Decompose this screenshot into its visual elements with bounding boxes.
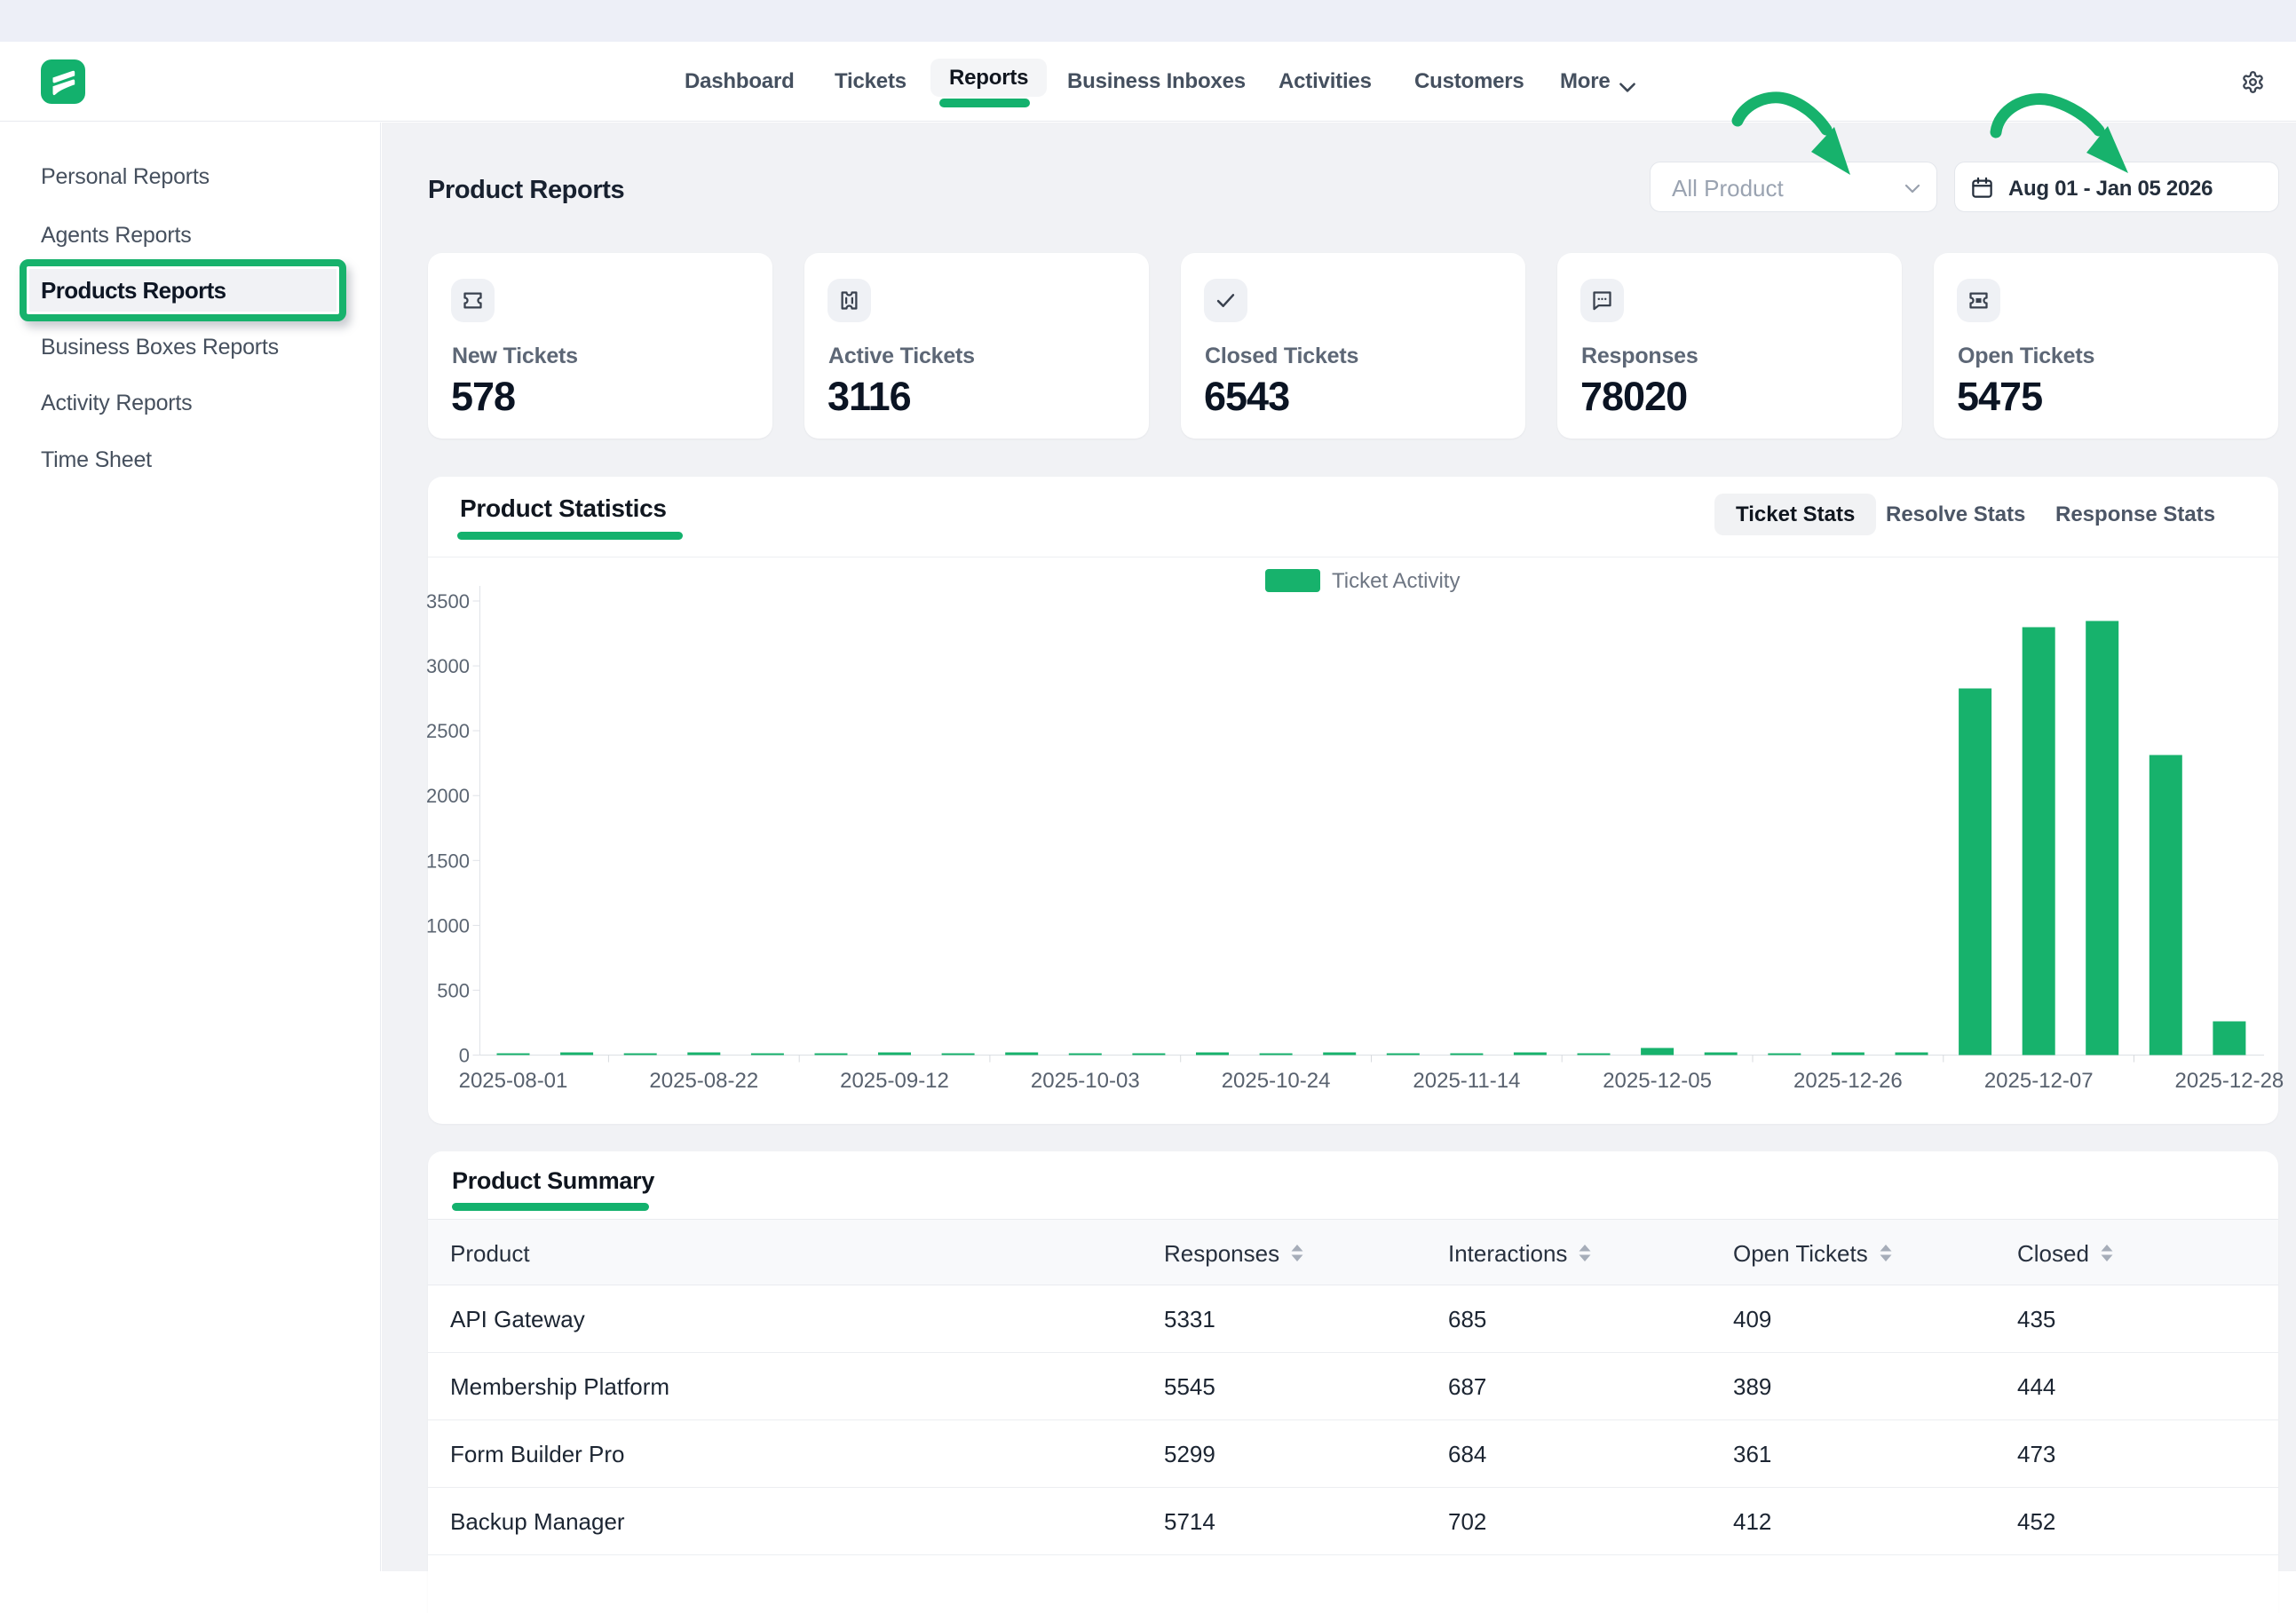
svg-text:500: 500	[437, 979, 470, 1001]
svg-text:2025-12-28: 2025-12-28	[2175, 1069, 2284, 1093]
svg-text:2025-09-12: 2025-09-12	[840, 1069, 949, 1093]
svg-text:0: 0	[459, 1045, 470, 1067]
svg-text:2025-10-24: 2025-10-24	[1222, 1069, 1331, 1093]
svg-text:2025-11-14: 2025-11-14	[1413, 1069, 1520, 1093]
svg-text:1000: 1000	[426, 914, 470, 937]
svg-text:2025-10-03: 2025-10-03	[1031, 1069, 1140, 1093]
svg-text:2025-08-22: 2025-08-22	[649, 1069, 758, 1093]
svg-text:2025-12-26: 2025-12-26	[1793, 1069, 1903, 1093]
svg-text:1500: 1500	[426, 850, 470, 872]
svg-text:2025-12-07: 2025-12-07	[1984, 1069, 2094, 1093]
svg-text:3500: 3500	[426, 590, 470, 613]
svg-text:2025-08-01: 2025-08-01	[459, 1069, 568, 1093]
svg-text:2500: 2500	[426, 720, 470, 742]
svg-text:2025-12-05: 2025-12-05	[1603, 1069, 1712, 1093]
svg-text:Ticket Activity: Ticket Activity	[1332, 569, 1460, 593]
svg-text:2000: 2000	[426, 785, 470, 807]
svg-text:3000: 3000	[426, 655, 470, 677]
